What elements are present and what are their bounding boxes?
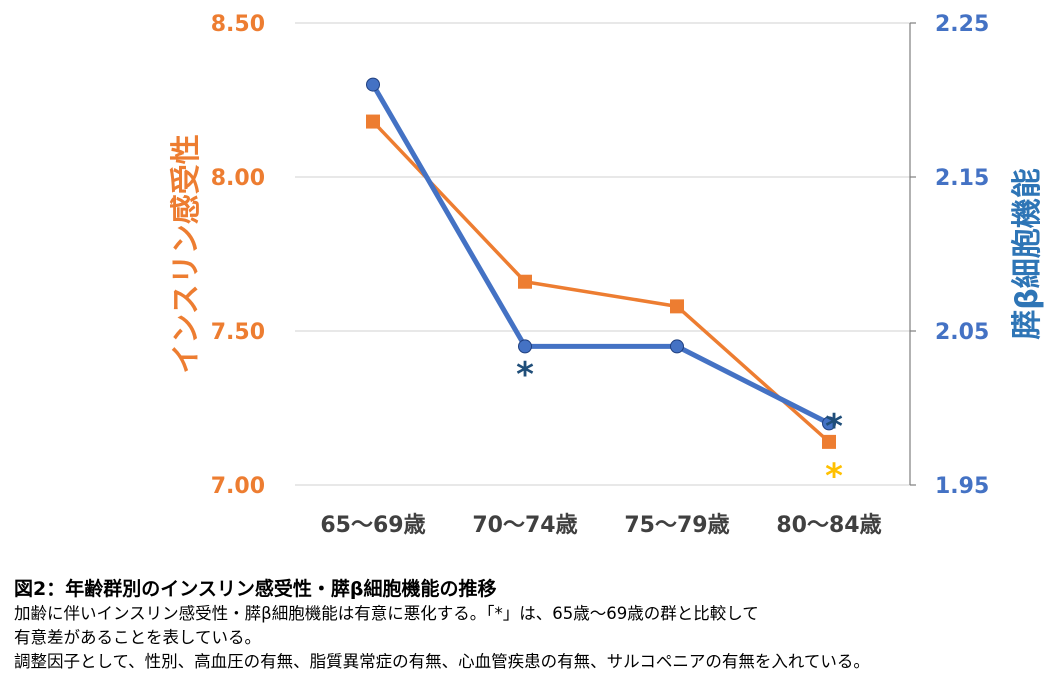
significance-asterisk: *: [825, 456, 843, 496]
data-point-square: [518, 274, 532, 289]
right-tick-label: 2.25: [935, 12, 989, 37]
right-tick-label: 2.05: [935, 320, 989, 345]
left-axis-ticks: 7.00 7.50 8.00 8.50: [211, 12, 265, 499]
gridlines: [295, 22, 910, 486]
data-point-square: [822, 434, 836, 449]
data-point-square: [670, 299, 684, 314]
left-axis-label: インスリン感受性: [169, 134, 204, 373]
annotations: * * *: [516, 355, 843, 497]
right-tick-label: 2.15: [935, 166, 989, 191]
series-line: [371, 119, 831, 444]
data-point-circle: [670, 339, 684, 354]
series-line: [370, 82, 832, 426]
data-point-circle: [518, 339, 532, 354]
caption-title: 図2：年齢群別のインスリン感受性・膵β細胞機能の推移: [14, 578, 497, 600]
data-point-circle: [366, 77, 380, 92]
left-tick-label: 8.50: [211, 12, 265, 37]
data-point-square: [366, 114, 380, 129]
series-insulin-sensitivity: [366, 114, 836, 449]
left-tick-label: 7.50: [211, 320, 265, 345]
dual-axis-line-chart: 7.00 7.50 8.00 8.50 1.95 2.05 2.15 2.25 65〜69歳…: [169, 12, 1045, 538]
caption-line-2: 有意差があることを表している。: [14, 628, 262, 647]
category-label: 65〜69歳: [320, 513, 425, 538]
category-label: 75〜79歳: [624, 513, 729, 538]
right-tick-label: 1.95: [935, 474, 989, 499]
left-tick-label: 7.00: [211, 474, 265, 499]
right-axis-label: 膵β細胞機能: [1010, 168, 1045, 339]
left-tick-label: 8.00: [211, 166, 265, 191]
caption-line-3: 調整因子として、性別、高血圧の有無、脂質異常症の有無、心血管疾患の有無、サルコペ…: [14, 652, 870, 671]
data-point-circle: [822, 416, 836, 431]
category-label: 80〜84歳: [776, 513, 881, 538]
series-group: [366, 77, 836, 449]
caption-line-1: 加齢に伴いインスリン感受性・膵β細胞機能は有意に悪化する。「*」は、65歳〜69…: [14, 604, 759, 623]
figure-caption: 図2：年齢群別のインスリン感受性・膵β細胞機能の推移 加齢に伴いインスリン感受性…: [14, 576, 1059, 674]
series-beta-cell-function: [366, 77, 836, 431]
x-axis-categories: 65〜69歳 70〜74歳 75〜79歳 80〜84歳: [320, 513, 881, 538]
significance-asterisk: *: [516, 355, 534, 395]
right-axis-ticks: 1.95 2.05 2.15 2.25: [910, 12, 989, 499]
category-label: 70〜74歳: [472, 513, 577, 538]
significance-asterisk: *: [825, 407, 843, 447]
